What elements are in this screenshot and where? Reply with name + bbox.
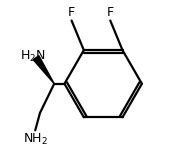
Text: NH$_2$: NH$_2$ <box>23 132 48 147</box>
Text: H$_2$N: H$_2$N <box>20 49 46 64</box>
Text: F: F <box>68 6 75 19</box>
Polygon shape <box>33 56 54 84</box>
Text: F: F <box>107 6 114 19</box>
